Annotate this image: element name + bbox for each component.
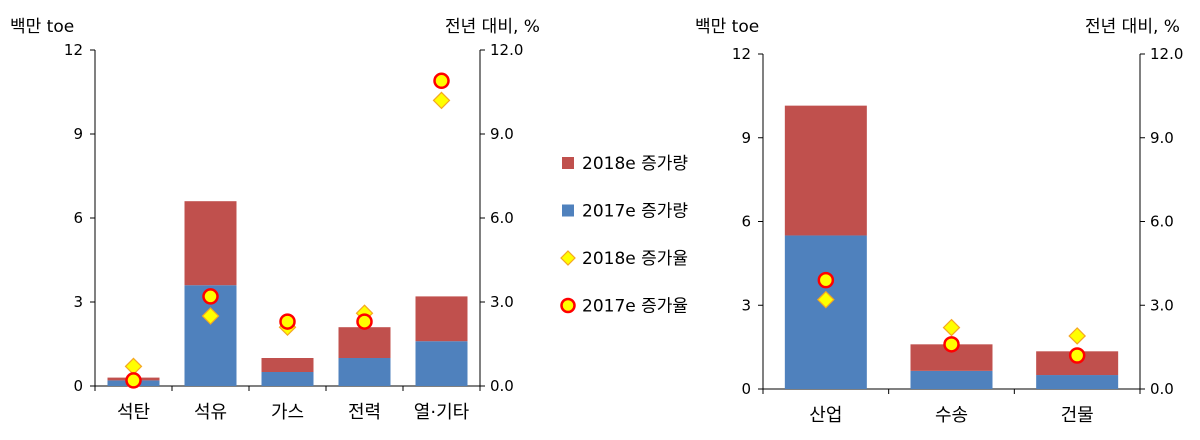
y2-tick-label: 0.0 <box>1150 380 1174 398</box>
left-chart: 0 3 6 9 12 0.0 3.0 6.0 9.0 12.0 석탄 석유 가스 전력 열·기타 <box>64 41 524 423</box>
y2-tick-label: 12.0 <box>1150 45 1183 63</box>
right-chart-y2-axis-title: 전년 대비, % <box>1085 17 1180 37</box>
rate-marker-circle <box>279 313 296 330</box>
rate-marker-circle <box>356 313 373 330</box>
y-tick-label: 12 <box>64 41 83 59</box>
bar-segment <box>261 372 314 386</box>
y-tick-label: 9 <box>741 129 751 147</box>
rate-marker-circle <box>1068 347 1086 364</box>
y-tick-label: 0 <box>741 380 751 398</box>
legend: 2018e 증가량 2017e 증가량 2018e 증가율 2017e 증가율 <box>560 154 688 317</box>
y2-tick-label: 12.0 <box>490 41 523 59</box>
bar-segment <box>415 341 468 386</box>
rate-marker-circle <box>125 372 142 389</box>
bar-segment <box>784 235 867 389</box>
bar-segment <box>184 201 237 286</box>
rate-marker-circle <box>817 271 835 289</box>
rate-marker-circle <box>202 288 219 305</box>
category-label: 석유 <box>194 402 227 423</box>
rate-marker-diamond <box>816 290 835 309</box>
legend-label: 2018e 증가율 <box>582 249 688 269</box>
legend-swatch-diamond <box>560 250 576 266</box>
y2-tick-label: 6.0 <box>1150 213 1174 231</box>
rate-marker-circle <box>943 336 960 353</box>
bar-segment <box>1036 375 1119 389</box>
legend-label: 2017e 증가량 <box>582 202 688 222</box>
bar-segment <box>415 296 468 342</box>
bar-segment <box>910 370 993 389</box>
rate-marker-diamond <box>124 357 143 376</box>
y-tick-label: 12 <box>732 45 751 63</box>
rate-marker-diamond <box>942 318 961 337</box>
y-tick-label: 3 <box>73 293 83 311</box>
y-tick-label: 6 <box>73 209 83 227</box>
y-tick-label: 0 <box>73 377 83 395</box>
left-chart-y2-axis-title: 전년 대비, % <box>445 17 540 37</box>
category-label: 산업 <box>809 405 842 426</box>
legend-swatch-bar <box>562 204 574 217</box>
rate-marker-diamond <box>432 91 451 110</box>
right-chart: 0 3 6 9 12 0.0 3.0 6.0 9.0 12.0 산업 수송 건물 <box>732 45 1184 426</box>
legend-label: 2017e 증가율 <box>582 297 688 317</box>
legend-label: 2018e 증가량 <box>582 154 688 174</box>
legend-swatch-circle <box>560 297 576 314</box>
category-label: 전력 <box>348 402 381 423</box>
category-label: 열·기타 <box>414 402 470 423</box>
rate-marker-diamond <box>201 307 220 325</box>
legend-swatch-bar <box>562 157 574 169</box>
bar-segment <box>261 358 314 372</box>
y-tick-label: 9 <box>73 125 83 143</box>
category-label: 건물 <box>1061 405 1094 426</box>
y-tick-label: 6 <box>741 213 751 231</box>
y2-tick-label: 3.0 <box>490 293 514 311</box>
category-label: 수송 <box>935 405 968 426</box>
bar-segment <box>784 105 867 236</box>
y2-tick-label: 3.0 <box>1150 296 1174 314</box>
left-chart-y-axis-title: 백만 toe <box>10 17 75 37</box>
right-chart-y-axis-title: 백만 toe <box>695 17 760 37</box>
rate-marker-diamond <box>1068 327 1087 345</box>
y2-tick-label: 6.0 <box>490 209 514 227</box>
y2-tick-label: 9.0 <box>1150 129 1174 147</box>
category-label: 가스 <box>271 402 304 423</box>
rate-marker-circle <box>433 72 450 90</box>
category-label: 석탄 <box>117 402 150 423</box>
y2-tick-label: 0.0 <box>490 377 514 395</box>
bar-segment <box>338 358 391 386</box>
y-tick-label: 3 <box>741 296 751 314</box>
y2-tick-label: 9.0 <box>490 125 514 143</box>
bar-segment <box>338 327 391 358</box>
